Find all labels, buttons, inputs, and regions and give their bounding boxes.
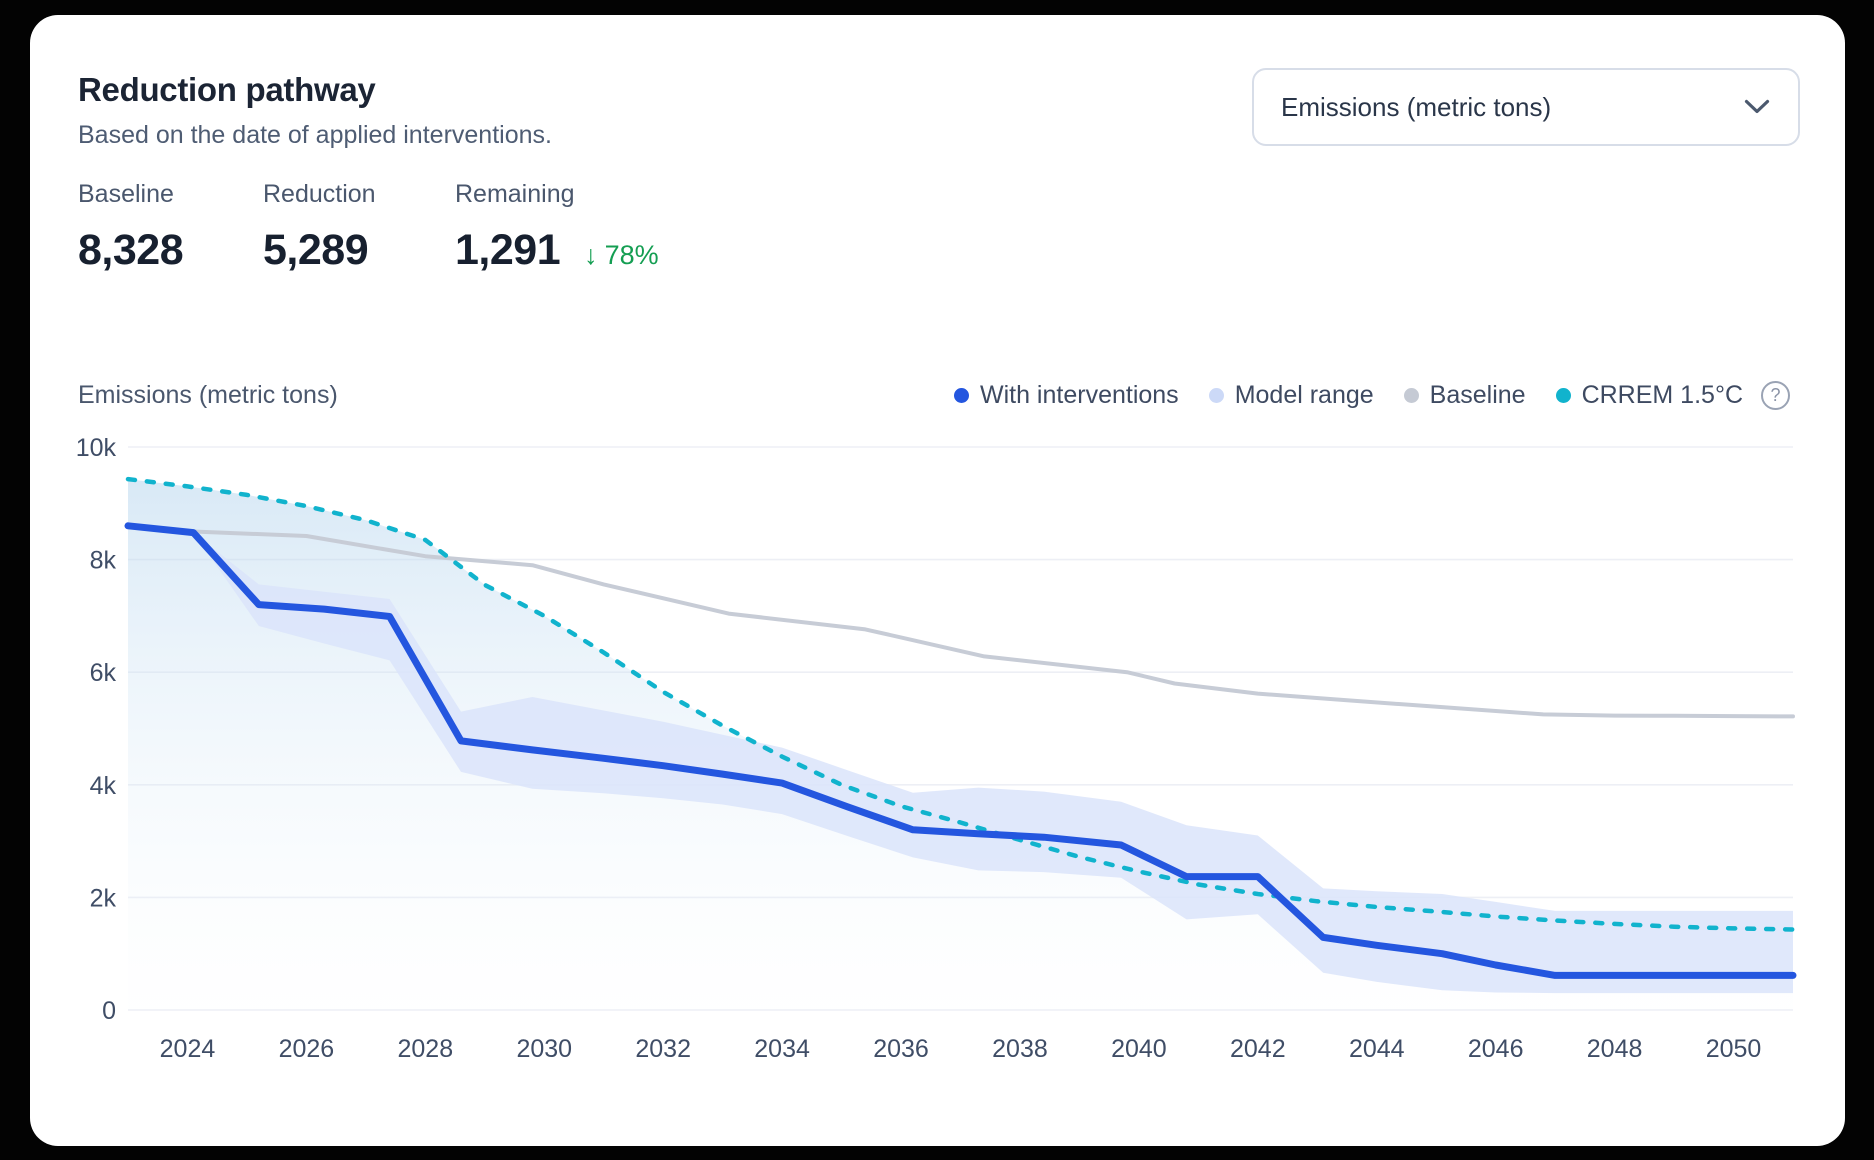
svg-text:2034: 2034 — [754, 1035, 810, 1063]
legend-dot — [1555, 387, 1571, 403]
chart-plot-area[interactable]: 0 2k 4k 6k 8k 10k 2024 2026 2028 2030 2032 2034 2036… — [30, 15, 1845, 1146]
arrow-down-icon: ↓ — [584, 240, 598, 270]
stat-baseline: Baseline 8,328 — [78, 180, 263, 275]
legend-dot — [953, 387, 969, 403]
svg-text:0: 0 — [102, 997, 116, 1025]
page-subtitle: Based on the date of applied interventio… — [78, 121, 552, 149]
stat-label: Baseline — [78, 180, 174, 208]
stat-label: Remaining — [455, 180, 575, 208]
page-title: Reduction pathway — [78, 71, 376, 108]
svg-text:2046: 2046 — [1468, 1035, 1524, 1063]
svg-text:2036: 2036 — [873, 1035, 929, 1063]
metric-select[interactable]: Emissions (metric tons) — [1252, 68, 1800, 146]
svg-text:10k: 10k — [76, 434, 117, 462]
svg-text:8k: 8k — [90, 547, 117, 575]
legend-item-crrem[interactable]: CRREM 1.5°C — [1555, 381, 1743, 410]
help-icon[interactable]: ? — [1761, 380, 1790, 410]
remaining-delta: ↓ 78% — [584, 240, 659, 271]
svg-text:2028: 2028 — [398, 1035, 454, 1063]
svg-text:2032: 2032 — [635, 1035, 691, 1063]
svg-text:6k: 6k — [90, 659, 117, 687]
stat-label: Reduction — [263, 180, 376, 208]
legend: With interventions Model range Baseline … — [953, 380, 1790, 410]
svg-text:2048: 2048 — [1587, 1035, 1643, 1063]
stat-value: 8,328 — [78, 226, 184, 274]
legend-row: Emissions (metric tons) With interventio… — [78, 379, 1790, 411]
stat-value: 5,289 — [263, 226, 369, 274]
legend-item-baseline[interactable]: Baseline — [1403, 381, 1526, 410]
svg-text:2042: 2042 — [1230, 1035, 1286, 1063]
svg-text:2044: 2044 — [1349, 1035, 1405, 1063]
stat-remaining: Remaining 1,291 ↓ 78% — [455, 180, 659, 275]
legend-dot — [1208, 387, 1224, 403]
svg-text:2026: 2026 — [279, 1035, 335, 1063]
chevron-down-icon — [1744, 99, 1770, 114]
legend-item-model-range[interactable]: Model range — [1208, 381, 1374, 410]
svg-text:2050: 2050 — [1706, 1035, 1762, 1063]
y-axis-title: Emissions (metric tons) — [78, 380, 338, 409]
stat-value: 1,291 — [455, 226, 561, 274]
svg-text:4k: 4k — [90, 772, 117, 800]
metric-select-value: Emissions (metric tons) — [1281, 91, 1552, 122]
svg-text:2030: 2030 — [516, 1035, 572, 1063]
svg-text:2040: 2040 — [1111, 1035, 1167, 1063]
legend-dot — [1403, 387, 1419, 403]
stats-row: Baseline 8,328 Reduction 5,289 Remaining… — [78, 180, 659, 275]
reduction-pathway-card: Reduction pathway Based on the date of a… — [30, 15, 1845, 1146]
svg-text:2038: 2038 — [992, 1035, 1048, 1063]
stat-reduction: Reduction 5,289 — [263, 180, 455, 275]
remaining-delta-percent: 78% — [604, 240, 659, 270]
svg-text:2k: 2k — [90, 884, 117, 912]
legend-item-with-interventions[interactable]: With interventions — [953, 381, 1179, 410]
svg-text:2024: 2024 — [160, 1035, 216, 1063]
